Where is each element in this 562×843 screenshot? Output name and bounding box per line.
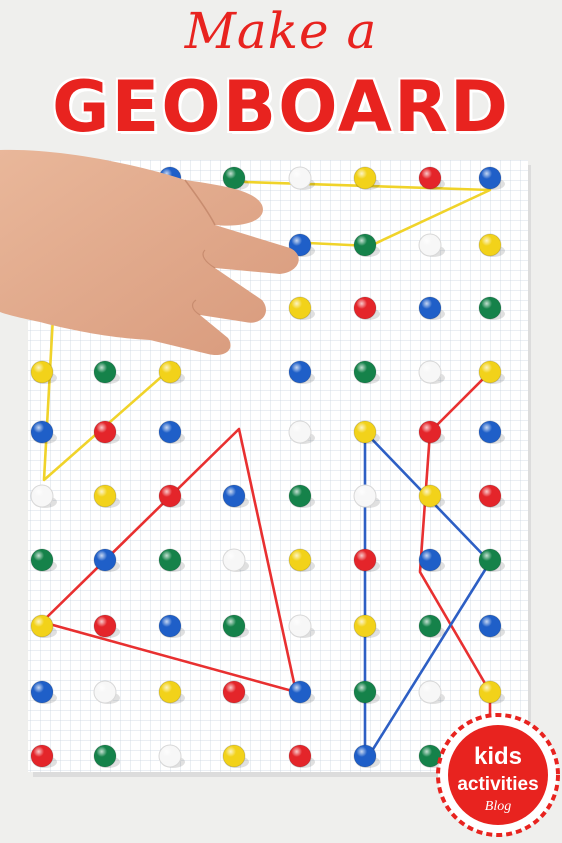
- push-pin: [93, 548, 120, 572]
- push-pin: [93, 680, 120, 704]
- push-pin: [222, 484, 249, 508]
- push-pin: [478, 420, 505, 444]
- push-pin: [288, 296, 315, 320]
- push-pin: [222, 166, 249, 190]
- child-hand: [0, 149, 299, 356]
- push-pin: [478, 548, 505, 572]
- push-pin-grid: [30, 166, 505, 768]
- push-pin: [158, 548, 185, 572]
- push-pin: [93, 614, 120, 638]
- push-pin: [93, 420, 120, 444]
- push-pin: [478, 680, 505, 704]
- push-pin: [418, 614, 445, 638]
- kids-activities-logo: kids activities Blog: [436, 713, 560, 837]
- title-geoboard: GEOBOARD: [52, 66, 510, 148]
- push-pin: [418, 680, 445, 704]
- push-pin: [353, 360, 380, 384]
- title-make-a: Make a: [184, 2, 378, 60]
- push-pin: [418, 360, 445, 384]
- push-pin: [288, 233, 315, 257]
- push-pin: [158, 680, 185, 704]
- logo-kids: kids: [474, 743, 522, 770]
- push-pin: [288, 548, 315, 572]
- logo-activities: activities: [457, 774, 538, 795]
- push-pin: [288, 744, 315, 768]
- push-pin: [30, 744, 57, 768]
- push-pin: [288, 360, 315, 384]
- push-pin: [418, 484, 445, 508]
- push-pin: [288, 166, 315, 190]
- push-pin: [30, 680, 57, 704]
- red-band-triangle: [40, 427, 298, 694]
- push-pin: [93, 360, 120, 384]
- push-pin: [288, 484, 315, 508]
- push-pin: [30, 420, 57, 444]
- push-pin: [478, 166, 505, 190]
- push-pin: [418, 420, 445, 444]
- push-pin: [30, 614, 57, 638]
- yellow-band-left: [42, 296, 178, 482]
- push-pin: [222, 744, 249, 768]
- push-pin: [222, 548, 249, 572]
- push-pin: [478, 360, 505, 384]
- push-pin: [288, 614, 315, 638]
- push-pin: [418, 548, 445, 572]
- logo-blog: Blog: [485, 799, 511, 814]
- push-pin: [158, 420, 185, 444]
- push-pin: [353, 233, 380, 257]
- push-pin: [353, 614, 380, 638]
- push-pin: [478, 296, 505, 320]
- push-pin: [158, 360, 185, 384]
- push-pin: [158, 614, 185, 638]
- push-pin: [478, 614, 505, 638]
- push-pin: [30, 548, 57, 572]
- push-pin: [30, 360, 57, 384]
- push-pin: [158, 484, 185, 508]
- push-pin: [418, 296, 445, 320]
- push-pin: [418, 233, 445, 257]
- push-pin: [288, 420, 315, 444]
- push-pin: [353, 744, 380, 768]
- push-pin: [222, 680, 249, 704]
- push-pin: [353, 548, 380, 572]
- push-pin: [30, 484, 57, 508]
- push-pin: [222, 614, 249, 638]
- push-pin: [353, 680, 380, 704]
- red-band-right: [418, 370, 492, 757]
- push-pin: [93, 484, 120, 508]
- push-pin: [353, 484, 380, 508]
- push-pin: [288, 680, 315, 704]
- push-pin: [478, 233, 505, 257]
- push-pin: [353, 296, 380, 320]
- push-pin: [158, 744, 185, 768]
- push-pin: [418, 166, 445, 190]
- push-pin: [93, 744, 120, 768]
- push-pin: [478, 484, 505, 508]
- push-pin: [353, 166, 380, 190]
- push-pin: [353, 420, 380, 444]
